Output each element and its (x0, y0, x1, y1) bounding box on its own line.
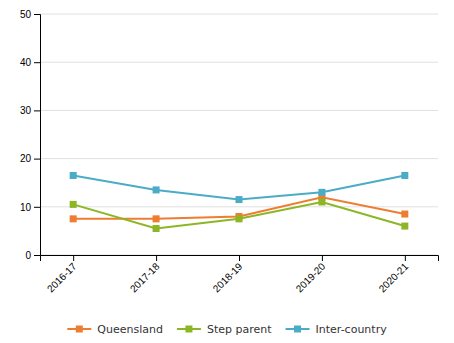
x-tick-mark (239, 255, 240, 261)
x-tick-label: 2018-19 (211, 260, 245, 294)
x-tick-mark (405, 255, 406, 261)
grid-line (40, 206, 438, 207)
y-axis-line (34, 15, 41, 256)
legend-label: Queensland (97, 323, 163, 336)
point (318, 189, 325, 196)
y-tick: 20 (20, 153, 40, 164)
legend-item: Inter-country (286, 323, 388, 336)
x-tick-label: 2017-18 (128, 260, 162, 294)
legend-label: Step parent (207, 323, 272, 336)
point (401, 211, 408, 218)
series (70, 172, 409, 203)
series-line (73, 202, 405, 229)
grid-line (40, 110, 438, 111)
legend-label: Inter-country (316, 323, 388, 336)
legend-item: Step parent (177, 323, 272, 336)
x-tick: 2020-21 (377, 255, 411, 294)
series-line (73, 175, 405, 199)
y-tick-label: 10 (20, 202, 32, 213)
marks (70, 172, 409, 232)
legend-marker (185, 326, 192, 333)
y-tick: 30 (20, 105, 40, 116)
x-tick-mark (322, 255, 323, 261)
x-tick: 2019-20 (294, 255, 328, 294)
series (70, 198, 409, 232)
y-tick-label: 20 (20, 153, 32, 164)
x-axis-line (41, 256, 439, 262)
point (153, 186, 160, 193)
point (236, 215, 243, 222)
y-tick-mark (34, 110, 40, 111)
grid-line (40, 158, 438, 159)
y-tick: 40 (20, 57, 40, 68)
y-tick-label: 30 (20, 105, 32, 116)
x-tick: 2018-19 (211, 255, 245, 294)
chart: 010203040502016-172017-182018-192019-202… (0, 0, 454, 343)
x-axis: 2016-17 2017-18 2018-19 2019-20 2020-21 (41, 255, 439, 294)
legend-marker (294, 326, 301, 333)
x-tick-label: 2019-20 (294, 260, 328, 294)
legend-item: Queensland (67, 323, 163, 336)
point (153, 225, 160, 232)
point (70, 215, 77, 222)
y-tick-label: 0 (25, 250, 31, 261)
x-tick-label: 2016-17 (45, 260, 79, 294)
legend: Queensland Step parent Inter-country (67, 323, 387, 336)
y-tick-mark (34, 255, 40, 256)
x-tick-mark (73, 255, 74, 261)
x-tick-label: 2020-21 (377, 260, 411, 294)
point (318, 198, 325, 205)
point (153, 215, 160, 222)
x-tick-mark (156, 255, 157, 261)
point (70, 201, 77, 208)
x-tick: 2016-17 (45, 255, 79, 294)
grid (40, 14, 438, 255)
y-tick-mark (34, 159, 40, 160)
x-tick: 2017-18 (128, 255, 162, 294)
y-tick: 50 (20, 9, 40, 20)
y-tick-label: 50 (20, 9, 32, 20)
y-axis: 0 10 20 30 40 50 (20, 9, 41, 261)
y-tick: 10 (20, 202, 40, 213)
y-tick: 0 (25, 250, 40, 261)
plot: 010203040502016-172017-182018-192019-202… (20, 9, 439, 295)
y-tick-mark (34, 62, 40, 63)
point (236, 196, 243, 203)
point (401, 223, 408, 230)
point (70, 172, 77, 179)
y-tick-mark (34, 14, 40, 15)
y-tick-label: 40 (20, 57, 32, 68)
grid-line (40, 62, 438, 63)
legend-marker (76, 326, 83, 333)
point (401, 172, 408, 179)
y-tick-mark (34, 207, 40, 208)
grid-line (40, 14, 438, 15)
